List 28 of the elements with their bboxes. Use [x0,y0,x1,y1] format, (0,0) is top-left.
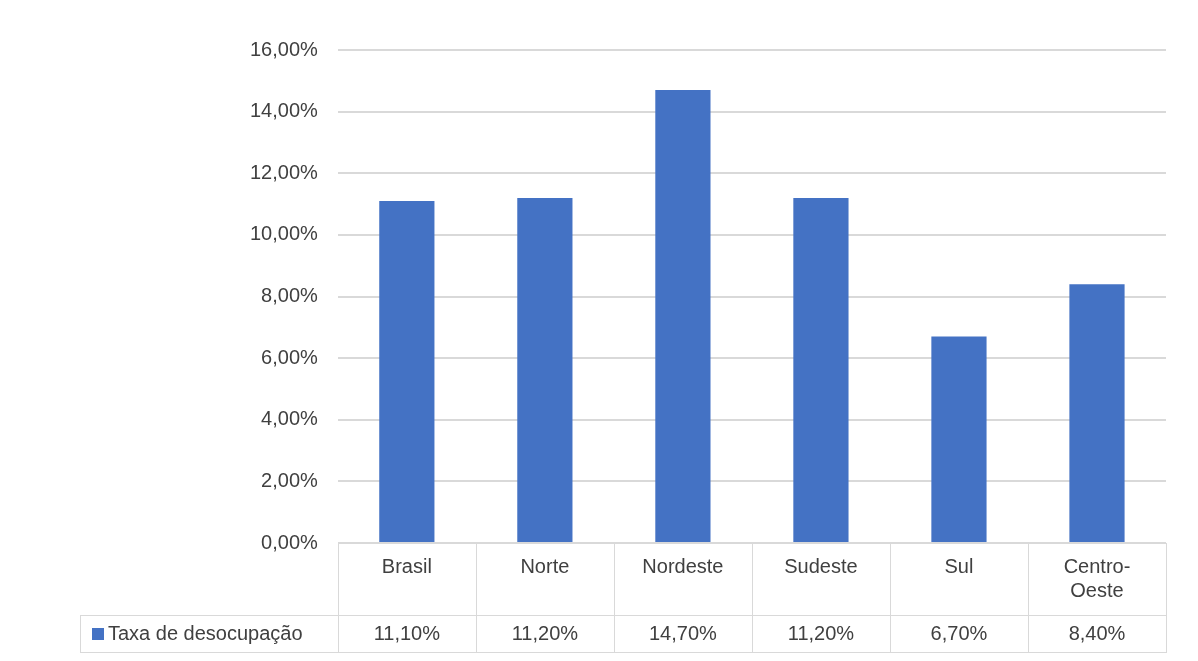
x-tick-label: Sudeste [784,554,858,577]
data-label: 14,70% [648,621,718,644]
data-label: 11,20% [511,621,579,644]
y-tick-label: 12,00% [249,160,319,183]
y-tick-label: 14,00% [249,99,319,122]
x-tick-label: Norte [520,554,570,577]
data-label: 6,70% [930,621,988,644]
y-tick-label: 2,00% [261,468,319,491]
legend-label: Taxa de desocupação [108,621,303,644]
y-tick-label: 10,00% [249,222,319,245]
bar [793,197,849,542]
bar [379,200,435,542]
bar [931,336,987,542]
bar [1069,284,1125,542]
data-label: 11,10% [373,621,441,644]
y-tick-label: 6,00% [261,345,319,368]
y-tick-label: 0,00% [261,530,319,553]
x-tick-label: Brasil [381,554,432,577]
x-tick-label: Centro-Oeste [1063,554,1131,601]
y-tick-label: 16,00% [249,37,319,60]
data-label: 8,40% [1068,621,1126,644]
x-tick-label: Sul [944,554,974,577]
x-tick-label: Nordeste [642,554,724,577]
bar [517,197,573,542]
y-tick-label: 4,00% [261,407,319,430]
y-tick-label: 8,00% [261,284,319,307]
bar [655,90,711,542]
data-label: 11,20% [787,621,855,644]
